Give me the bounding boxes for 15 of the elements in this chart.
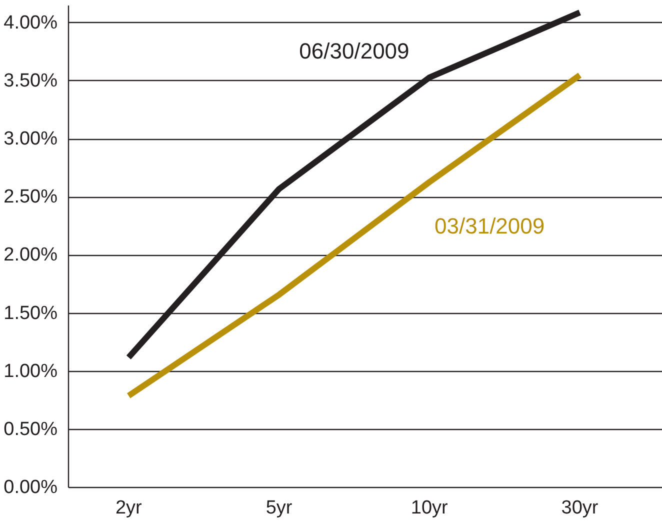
y-tick-label: 0.00% <box>4 477 58 498</box>
y-tick-label: 3.50% <box>4 70 58 92</box>
y-tick-label: 0.50% <box>4 418 58 440</box>
y-tick-label: 2.50% <box>4 186 58 208</box>
x-tick-label: 10yr <box>410 498 449 518</box>
y-tick-label: 1.50% <box>4 302 58 324</box>
x-tick-label: 5yr <box>266 498 293 518</box>
series-label: 06/30/2009 <box>299 38 410 64</box>
x-tick-label: 30yr <box>561 498 599 518</box>
y-tick-label: 2.00% <box>4 244 58 266</box>
series-label: 03/31/2009 <box>434 214 545 239</box>
y-tick-label: 3.00% <box>4 128 58 150</box>
y-tick-label: 4.00% <box>4 12 58 34</box>
y-tick-label: 1.00% <box>4 360 58 382</box>
x-tick-label: 2yr <box>115 498 143 518</box>
